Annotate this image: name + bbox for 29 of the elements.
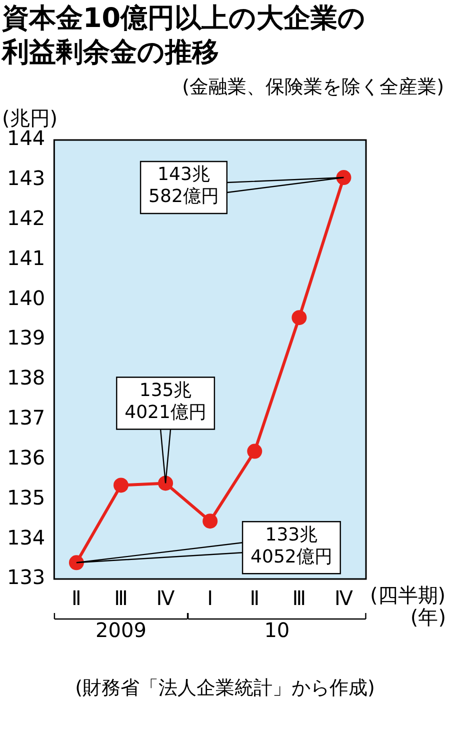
- y-tick-label: 137: [6, 406, 46, 430]
- x-axis-title: (四半期): [370, 583, 446, 608]
- text: 10: [264, 618, 290, 642]
- y-tick-label: 140: [6, 286, 46, 310]
- x-tick-label: Ⅰ: [207, 586, 214, 610]
- text: (年): [410, 605, 446, 630]
- x-tick-label: Ⅲ: [114, 586, 128, 610]
- y-tick-label: 142: [6, 206, 46, 230]
- y-tick-label: 134: [6, 525, 46, 550]
- x-tick-label: Ⅳ: [156, 586, 176, 610]
- x-tick-label: Ⅲ: [292, 586, 306, 610]
- y-tick-label: 133: [6, 565, 46, 590]
- annotation: 133兆 4052億円: [250, 524, 332, 568]
- y-tick-label: 136: [6, 445, 46, 470]
- annotation: 135兆 4021億円: [124, 380, 206, 423]
- y-axis-title: (兆円): [2, 106, 58, 130]
- y-tick-label: 141: [6, 246, 46, 270]
- text: 2009: [96, 618, 146, 642]
- x-tick-label: Ⅱ: [72, 586, 82, 610]
- y-tick-label: 143: [6, 166, 46, 190]
- x-tick-label: Ⅱ: [250, 586, 260, 610]
- x-tick-label: Ⅳ: [334, 586, 354, 610]
- chart-subtitle: (金融業、保険業を除く全産業): [181, 75, 445, 100]
- y-tick-label: 135: [6, 485, 46, 510]
- y-tick-label: 138: [6, 366, 46, 390]
- annotation: 143兆 582億円: [148, 164, 219, 208]
- y-tick-label: 139: [6, 326, 46, 350]
- text: (財務省「法人企業統計」から作成): [74, 676, 376, 701]
- chart-title: 資本金10億円以上の大企業の利益剰余金の推移: [0, 2, 367, 70]
